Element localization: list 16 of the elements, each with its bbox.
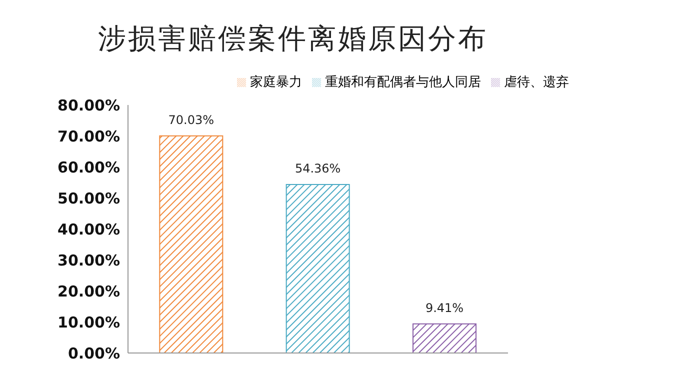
y-tick-label: 50.00% [58, 189, 120, 208]
data-label: 9.41% [425, 300, 464, 315]
y-tick-label: 40.00% [58, 220, 120, 238]
legend-label: 重婚和有配偶者与他人同居 [325, 75, 481, 90]
legend-label: 虐待、遗弃 [504, 75, 569, 90]
y-tick-label: 80.00% [58, 96, 120, 114]
y-tick-label: 60.00% [58, 158, 120, 176]
data-label: 70.03% [168, 112, 214, 127]
y-tick-label: 30.00% [58, 251, 120, 270]
y-tick-label: 70.00% [58, 127, 120, 146]
data-label: 54.36% [294, 161, 341, 176]
chart-title: 涉损害赔偿案件离婚原因分布 [98, 21, 488, 57]
y-tick-label: 20.00% [58, 282, 120, 300]
y-tick-label: 10.00% [58, 313, 120, 332]
legend-label: 家庭暴力 [250, 75, 302, 90]
y-tick-label: 0.00% [68, 344, 120, 362]
